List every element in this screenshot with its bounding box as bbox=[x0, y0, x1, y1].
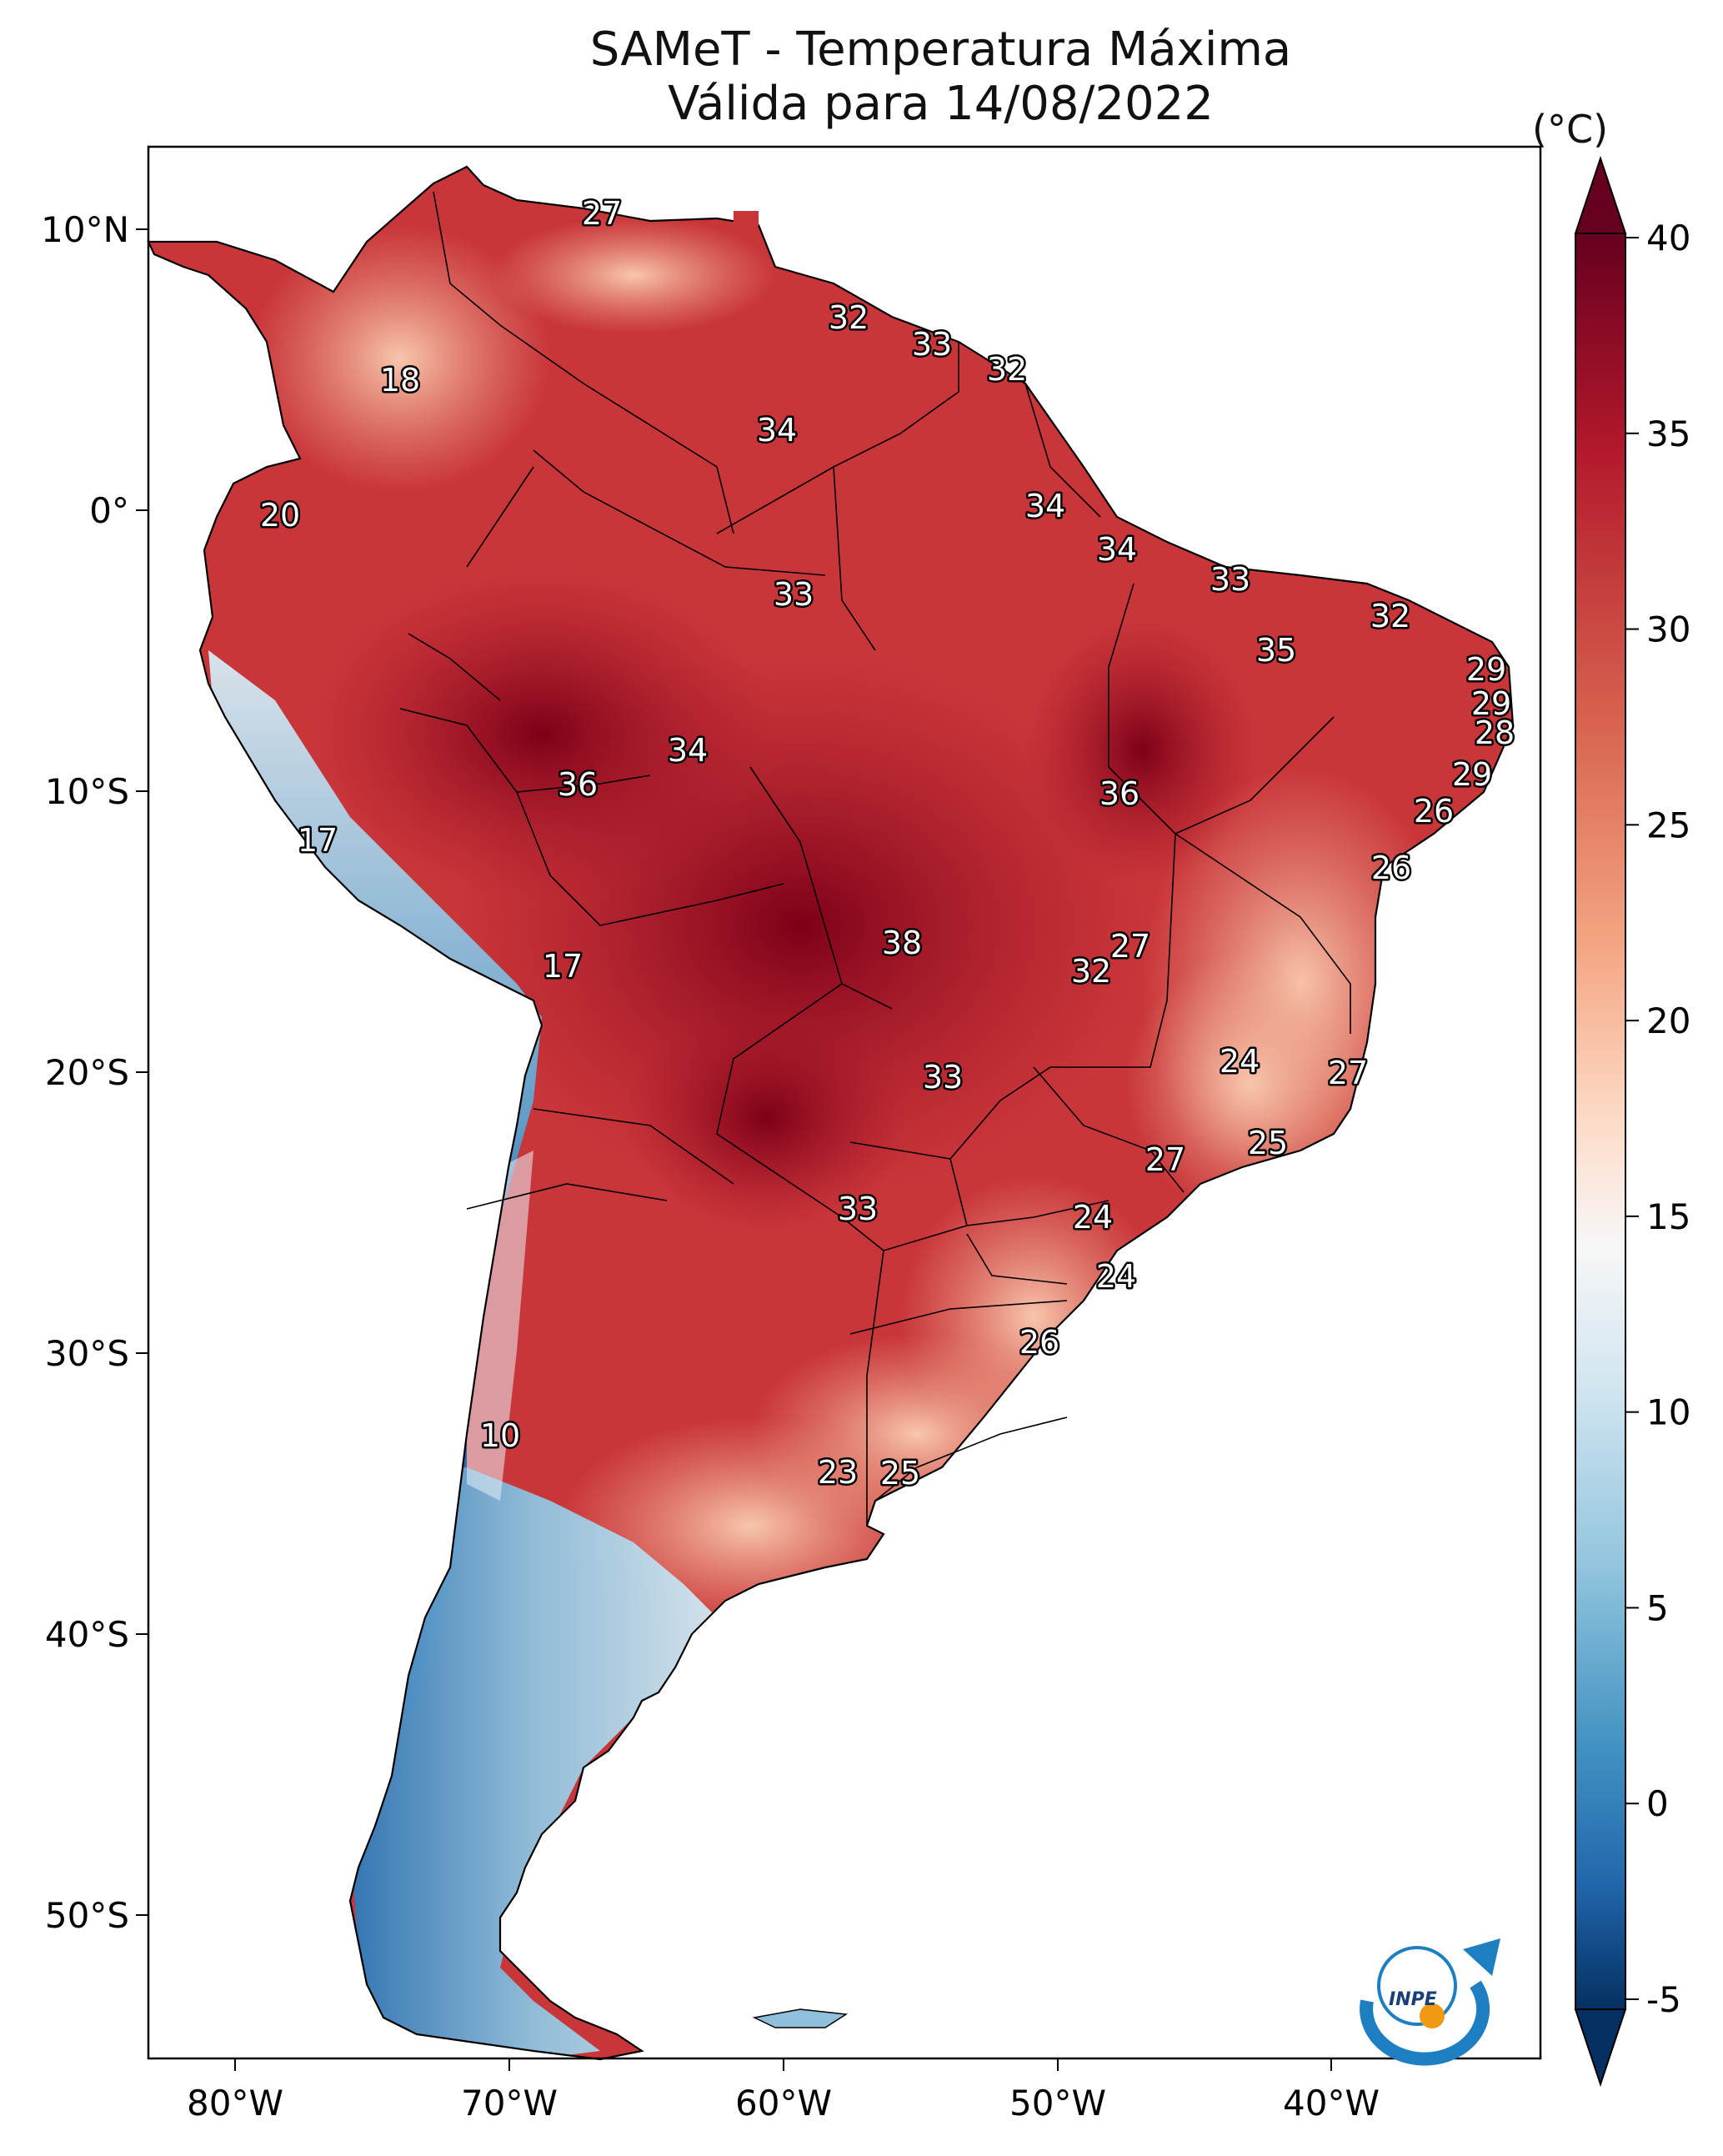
lon-label: 40°W bbox=[1283, 2083, 1380, 2123]
temp-value-label: 34 bbox=[668, 732, 708, 769]
temp-value-label: 33 bbox=[838, 1191, 878, 1227]
temp-value-label: 33 bbox=[912, 326, 952, 363]
lat-label: 10°N bbox=[41, 209, 129, 250]
temp-value-label: 23 bbox=[818, 1454, 858, 1491]
temp-value-label: 26 bbox=[1019, 1324, 1059, 1361]
colorbar-tick-label: 15 bbox=[1646, 1196, 1690, 1237]
temp-value-label: 34 bbox=[757, 412, 797, 449]
temp-value-label: 32 bbox=[987, 351, 1027, 388]
y-axis: 10°N 0° 10°S 20°S 30°S 40°S 50°S bbox=[41, 209, 148, 1936]
temp-value-label: 24 bbox=[1073, 1199, 1113, 1236]
colorbar-min-extend bbox=[1574, 2008, 1627, 2088]
x-axis: 80°W 70°W 60°W 50°W 40°W bbox=[187, 2058, 1380, 2123]
temp-value-label: 17 bbox=[298, 822, 338, 859]
map-frame bbox=[147, 145, 1542, 2060]
temp-value-label: 29 bbox=[1471, 685, 1511, 722]
temp-value-label: 32 bbox=[1370, 598, 1410, 634]
temp-value-label: 27 bbox=[1110, 928, 1150, 965]
temp-value-label: 24 bbox=[1220, 1043, 1260, 1080]
colorbar-tick-label: 35 bbox=[1646, 414, 1690, 454]
temp-value-label: 36 bbox=[1099, 775, 1139, 812]
map-title: SAMeT - Temperatura Máxima bbox=[589, 23, 1292, 77]
temp-value-label: 27 bbox=[1328, 1055, 1368, 1091]
temp-value-label: 17 bbox=[543, 948, 583, 985]
lon-label: 70°W bbox=[461, 2083, 558, 2123]
temp-value-label: 10 bbox=[480, 1417, 520, 1454]
colorbar-ticks: 40 35 30 25 20 15 10 5 0 -5 bbox=[1625, 218, 1690, 2020]
temp-value-label: 20 bbox=[260, 497, 300, 534]
colorbar-max-extend bbox=[1574, 155, 1627, 234]
temp-value-label: 27 bbox=[1145, 1141, 1185, 1178]
temp-value-label: 25 bbox=[880, 1455, 920, 1492]
temp-value-label: 38 bbox=[882, 925, 922, 961]
temp-value-label: 33 bbox=[1210, 561, 1250, 598]
temp-value-label: 32 bbox=[829, 299, 869, 336]
temp-value-label: 25 bbox=[1248, 1125, 1288, 1161]
lat-label: 50°S bbox=[45, 1895, 129, 1936]
map-subtitle: Válida para 14/08/2022 bbox=[668, 77, 1214, 131]
temp-value-label: 35 bbox=[1256, 632, 1296, 669]
colorbar-tick-label: 0 bbox=[1646, 1783, 1669, 1824]
temp-value-label: 27 bbox=[582, 195, 622, 232]
temp-value-label: 26 bbox=[1371, 850, 1411, 886]
colorbar-tick-label: 20 bbox=[1646, 1000, 1690, 1041]
colorbar-tick-label: 30 bbox=[1646, 609, 1690, 650]
temp-value-label: 33 bbox=[923, 1059, 963, 1096]
colorbar-unit: (°C) bbox=[1532, 107, 1609, 152]
colorbar-tick-label: -5 bbox=[1646, 1979, 1681, 2020]
lon-label: 50°W bbox=[1009, 2083, 1106, 2123]
colorbar-tick-label: 40 bbox=[1646, 218, 1690, 258]
lat-label: 0° bbox=[89, 490, 129, 531]
temp-value-label: 29 bbox=[1466, 651, 1506, 688]
lat-label: 10°S bbox=[45, 771, 129, 812]
colorbar-gradient bbox=[1575, 233, 1626, 2010]
colorbar-tick-label: 10 bbox=[1646, 1392, 1690, 1433]
country-borders bbox=[399, 191, 1351, 1526]
lat-label: 40°S bbox=[45, 1614, 129, 1655]
temp-value-label: 33 bbox=[774, 576, 814, 613]
lon-label: 60°W bbox=[735, 2083, 832, 2123]
temp-value-label: 18 bbox=[380, 362, 420, 399]
temp-value-label: 29 bbox=[1452, 756, 1492, 793]
temp-value-label: 34 bbox=[1097, 531, 1137, 568]
colorbar-tick-label: 5 bbox=[1646, 1587, 1669, 1628]
temp-value-label: 24 bbox=[1096, 1258, 1136, 1295]
inpe-logo-text: INPE bbox=[1389, 1989, 1437, 2010]
temp-value-label: 28 bbox=[1475, 714, 1515, 751]
lat-label: 30°S bbox=[45, 1333, 129, 1374]
temp-value-label: 36 bbox=[558, 766, 598, 803]
lat-label: 20°S bbox=[45, 1052, 129, 1093]
lon-label: 80°W bbox=[187, 2083, 283, 2123]
temp-value-label: 32 bbox=[1071, 953, 1111, 990]
temp-value-label: 34 bbox=[1025, 488, 1065, 524]
temp-value-label: 26 bbox=[1414, 793, 1454, 830]
colorbar: 40 35 30 25 20 15 10 5 0 -5 bbox=[1574, 155, 1690, 2088]
inpe-logo: INPE bbox=[1360, 1938, 1500, 2066]
colorbar-tick-label: 25 bbox=[1646, 805, 1690, 845]
